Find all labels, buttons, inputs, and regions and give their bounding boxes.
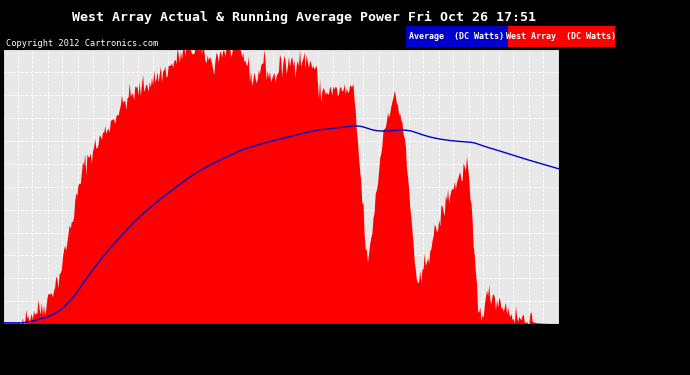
Text: Copyright 2012 Cartronics.com: Copyright 2012 Cartronics.com [6, 39, 158, 48]
Text: West Array  (DC Watts): West Array (DC Watts) [506, 32, 616, 41]
Text: West Array Actual & Running Average Power Fri Oct 26 17:51: West Array Actual & Running Average Powe… [72, 11, 535, 24]
Text: Average  (DC Watts): Average (DC Watts) [409, 32, 504, 41]
